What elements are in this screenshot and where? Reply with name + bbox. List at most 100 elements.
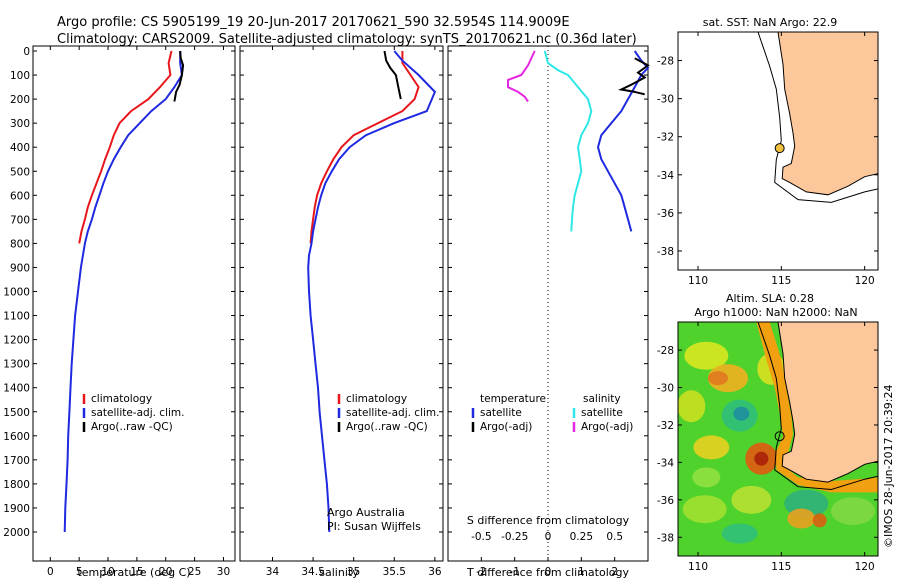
legend-label: Argo(..raw -QC) <box>346 421 428 433</box>
legend-header: temperature <box>480 393 546 405</box>
y-tick-label: 1900 <box>3 503 30 515</box>
y-tick-label: 200 <box>10 94 30 106</box>
sla-blob <box>682 495 727 524</box>
map-x-tick-label: 120 <box>855 561 875 573</box>
series-0 <box>78 50 173 244</box>
sla-blob <box>708 371 728 386</box>
legend-header: salinity <box>583 393 621 405</box>
x-tick-label: 1 <box>578 566 585 578</box>
salinity-xlabel: salinity <box>319 566 359 579</box>
header-line2: Climatology: CARS2009. Satellite-adjuste… <box>57 32 637 47</box>
x-tick-label: 35 <box>347 566 360 578</box>
map-x-tick-label: 110 <box>688 561 708 573</box>
difference-panel: -2 -1 0 1 2 -0.5 -0.25 0 0.25 0.5 temperature salin… <box>447 45 650 578</box>
sla-blob <box>692 467 721 488</box>
diff-series-2 <box>543 50 593 232</box>
legend-label: satellite-adj. clim. <box>346 407 439 419</box>
sla-map-panel: 110 115 120 -28 -30 -32 -34 -36 -38 <box>657 321 879 573</box>
y-tick-label: 600 <box>10 190 30 202</box>
sla-blob <box>693 435 730 460</box>
map-y-tick-label: -32 <box>657 132 674 144</box>
x-tick-label: 35.5 <box>383 566 406 578</box>
diff-series-0 <box>596 50 650 232</box>
map-y-tick-label: -32 <box>657 420 674 432</box>
map-sst-frame <box>677 31 879 271</box>
legend-label: Argo(..raw -QC) <box>91 421 173 433</box>
series-0 <box>309 51 420 244</box>
x-tick-label: -1 <box>509 566 519 578</box>
panel-sal-frame <box>239 45 444 562</box>
x-tick-label: 36 <box>428 566 442 578</box>
x-tick-label: 10 <box>101 566 114 578</box>
map-y-tick-label: -30 <box>657 383 674 395</box>
x-tick-label: 0 <box>545 566 552 578</box>
series-2 <box>383 50 402 100</box>
float-marker <box>774 143 785 154</box>
land <box>777 32 878 196</box>
s-tick-label: 0 <box>545 531 552 543</box>
float-marker <box>774 431 785 442</box>
map-x-tick-label: 110 <box>688 275 708 287</box>
x-tick-label: 5 <box>76 566 83 578</box>
difference-xlabel: T difference from climatology <box>466 566 629 579</box>
isobath-line <box>757 32 878 203</box>
sla-blob <box>721 523 758 544</box>
map-x-tick-label: 115 <box>771 275 791 287</box>
x-tick-label: -2 <box>476 566 486 578</box>
temperature-xlabel: temperature (deg C) <box>77 566 190 579</box>
diff-series-3 <box>507 50 536 103</box>
map-y-tick-label: -38 <box>657 246 674 258</box>
x-tick-label: 2 <box>611 566 618 578</box>
x-tick-label: 34 <box>266 566 280 578</box>
y-tick-label: 800 <box>10 238 30 250</box>
map-y-tick-label: -36 <box>657 208 674 220</box>
sla-blob <box>754 451 769 466</box>
s-tick-label: 0.25 <box>570 531 593 543</box>
y-tick-label: 500 <box>10 166 30 178</box>
sla-blob <box>678 390 706 423</box>
map-y-tick-label: -34 <box>657 457 674 469</box>
diff-series-1 <box>618 57 650 96</box>
isobath-line <box>757 322 878 491</box>
legend-label: satellite <box>480 407 522 419</box>
timestamp: ©IMOS 28-Jun-2017 20:39:24 <box>882 384 895 548</box>
s-tick-label: 0.5 <box>606 531 623 543</box>
legend-label: climatology <box>91 393 152 405</box>
difference-xlabel-top: S difference from climatology <box>467 514 630 527</box>
x-tick-label: 30 <box>217 566 230 578</box>
y-tick-label: 900 <box>10 262 30 274</box>
s-tick-label: -0.5 <box>471 531 492 543</box>
y-tick-label: 1600 <box>3 431 30 443</box>
y-tick-label: 1800 <box>3 479 30 491</box>
sla-blob <box>812 513 827 528</box>
sst-map-panel: 110 115 120 -28 -30 -32 -34 -36 -38 <box>657 31 879 287</box>
map-sla-frame <box>677 321 879 557</box>
y-tick-label: 1400 <box>3 383 30 395</box>
map-y-tick-label: -28 <box>657 345 674 357</box>
map-y-tick-label: -28 <box>657 56 674 68</box>
y-tick-label: 700 <box>10 214 30 226</box>
map-y-tick-label: -36 <box>657 495 674 507</box>
panel-temp-frame <box>32 45 236 562</box>
sla-blob <box>731 485 772 514</box>
salinity-pi: PI: Susan Wijffels <box>327 520 421 533</box>
salinity-panel: 34 34.5 35 35.5 36 climatology satellite-adj. … <box>239 45 444 578</box>
x-tick-label: 0 <box>47 566 54 578</box>
y-tick-label: 1700 <box>3 455 30 467</box>
x-tick-label: 20 <box>159 566 172 578</box>
map-y-tick-label: -30 <box>657 94 674 106</box>
legend-label: satellite-adj. clim. <box>91 407 184 419</box>
y-tick-label: 300 <box>10 118 30 130</box>
sla-map-title-2: Argo h1000: NaN h2000: NaN <box>694 306 857 319</box>
legend-label: Argo(-adj) <box>480 421 532 433</box>
sla-blob <box>733 406 750 421</box>
sla-blob <box>831 497 875 526</box>
salinity-credit: Argo Australia <box>327 506 405 519</box>
y-tick-label: 0 <box>23 46 30 58</box>
sla-blob <box>787 508 816 529</box>
y-tick-label: 1200 <box>3 335 30 347</box>
map-y-tick-label: -34 <box>657 170 674 182</box>
x-tick-label: 34.5 <box>301 566 324 578</box>
y-tick-label: 1100 <box>3 311 30 323</box>
